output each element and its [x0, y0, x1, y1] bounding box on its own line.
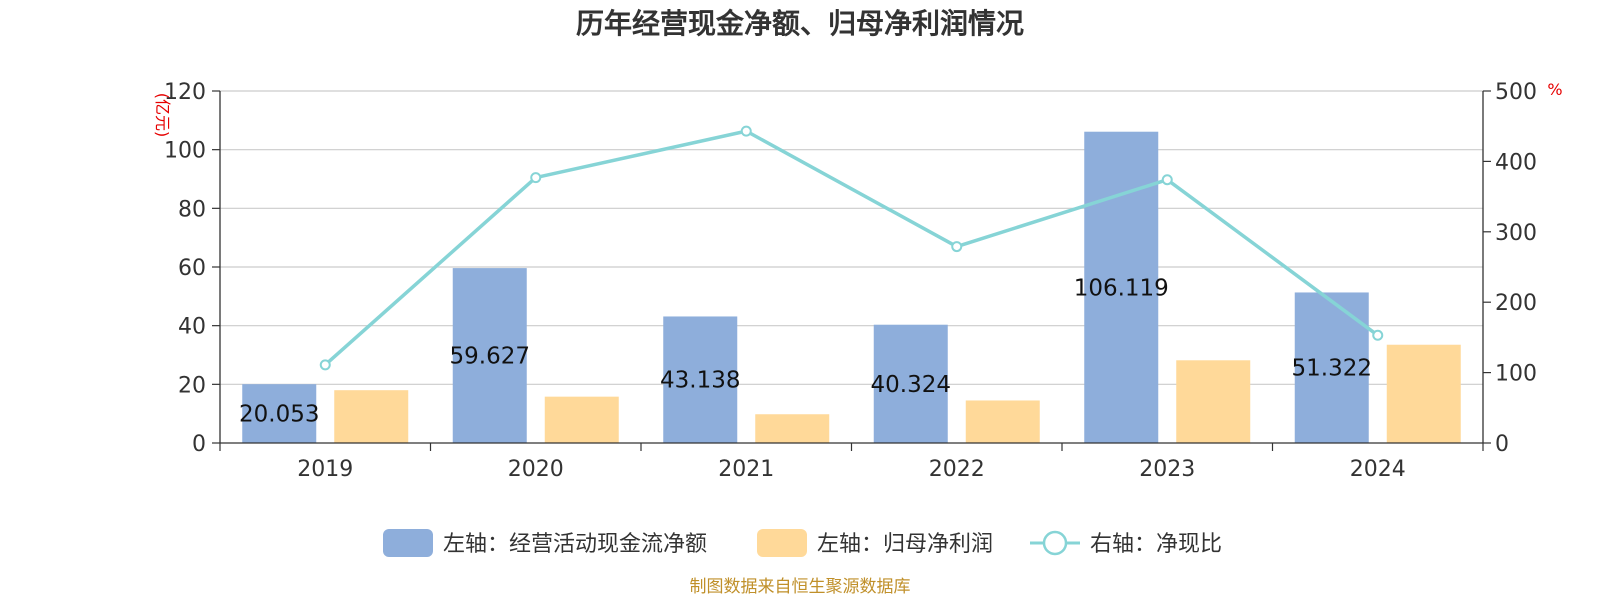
bar-net-profit — [1176, 360, 1251, 443]
bar-data-label: 51.322 — [1292, 356, 1372, 382]
bar-net-profit — [334, 390, 409, 443]
bar-data-label: 20.053 — [239, 402, 319, 428]
bar-net-profit — [965, 400, 1040, 443]
bar-operating-cash-flow — [242, 384, 317, 443]
line-net-cash-ratio — [324, 129, 1379, 367]
line-point — [740, 125, 752, 137]
y-right-unit: % — [1547, 80, 1562, 99]
bar-data-label: 40.324 — [871, 372, 951, 398]
bar-operating-cash-flow — [873, 324, 948, 443]
axes: 0 20 40 60 80 100 120 0 100 200 300 400 500 (亿元)% 2019… — [153, 80, 1563, 482]
x-tick-label: 2019 — [297, 457, 353, 482]
bar-data-label: 59.627 — [450, 344, 530, 370]
bar-net-profit — [544, 396, 619, 443]
x-tick-label: 2024 — [1350, 457, 1406, 482]
line-point — [319, 359, 331, 371]
x-tick-label: 2021 — [718, 457, 774, 482]
y-right-tick-label: 100 — [1495, 362, 1537, 387]
y-right-tick-label: 500 — [1495, 80, 1537, 105]
y-left-tick-label: 80 — [178, 197, 206, 222]
y-left-tick-label: 100 — [164, 139, 206, 164]
y-right-tick-label: 0 — [1495, 432, 1509, 457]
legend-label-operating-cash-flow: 左轴：经营活动现金流净额 — [443, 532, 707, 557]
line-point — [951, 241, 963, 253]
chart-title: 历年经营现金净额、归母净利润情况 — [576, 7, 1024, 40]
bars — [242, 131, 1461, 444]
legend-swatch-marker — [1042, 530, 1068, 556]
legend-label-net-cash-ratio: 右轴：净现比 — [1090, 532, 1222, 557]
source-note: 制图数据来自恒生聚源数据库 — [690, 577, 911, 597]
bar-operating-cash-flow — [1084, 131, 1159, 444]
bar-operating-cash-flow — [663, 316, 738, 443]
x-tick-label: 2022 — [929, 457, 985, 482]
legend: 左轴：经营活动现金流净额 左轴：归母净利润 右轴：净现比 — [383, 529, 1222, 557]
bar-data-label: 43.138 — [660, 368, 740, 394]
legend-swatch-operating-cash-flow — [383, 529, 433, 557]
grid — [220, 90, 1483, 385]
y-left-tick-label: 20 — [178, 373, 206, 398]
y-left-tick-label: 40 — [178, 315, 206, 340]
bar-net-profit — [1386, 344, 1461, 443]
line-series — [319, 125, 1384, 371]
line-point — [1372, 329, 1384, 341]
line-point — [1161, 174, 1173, 186]
legend-label-net-profit: 左轴：归母净利润 — [817, 532, 993, 557]
y-left-unit: (亿元) — [153, 93, 172, 138]
y-right-tick-label: 200 — [1495, 291, 1537, 316]
line-point — [530, 172, 542, 184]
legend-swatch-net-profit — [757, 529, 807, 557]
y-right-tick-label: 300 — [1495, 221, 1537, 246]
bar-net-profit — [755, 414, 830, 443]
y-left-tick-label: 60 — [178, 256, 206, 281]
bar-data-label: 106.119 — [1074, 275, 1169, 301]
x-tick-label: 2023 — [1139, 457, 1195, 482]
y-right-tick-label: 400 — [1495, 150, 1537, 175]
y-left-tick-label: 0 — [192, 432, 206, 457]
y-left-tick-label: 120 — [164, 80, 206, 105]
bar-operating-cash-flow — [452, 268, 527, 443]
x-tick-label: 2020 — [508, 457, 564, 482]
data-labels: 20.053 59.627 43.138 40.324 106.119 51.322 — [239, 275, 1372, 427]
